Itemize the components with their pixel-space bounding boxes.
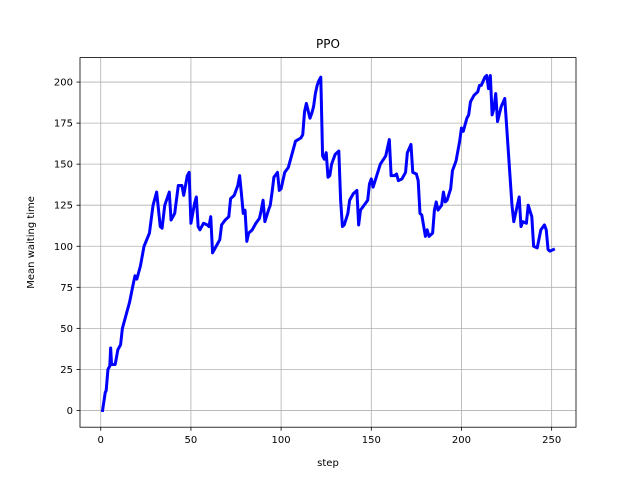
x-tick-label: 200	[452, 435, 471, 446]
y-tick-label: 200	[54, 78, 73, 89]
plot-area	[100, 74, 556, 413]
data-line	[100, 74, 556, 413]
x-tick-label: 250	[542, 435, 561, 446]
axes-frame	[79, 57, 577, 428]
y-axis-label: Mean waiting time	[26, 196, 37, 289]
chart-title: PPO	[316, 37, 340, 51]
y-tick-label: 175	[54, 119, 73, 130]
y-tick-label: 50	[60, 324, 73, 335]
y-tick-label: 125	[54, 201, 73, 212]
x-tick-label: 150	[362, 435, 381, 446]
x-tick-label: 0	[98, 435, 104, 446]
y-tick-label: 0	[67, 406, 73, 417]
y-tick-label: 75	[60, 283, 73, 294]
x-axis-label: step	[317, 458, 339, 469]
y-tick-label: 150	[54, 160, 73, 171]
x-tick-label: 50	[185, 435, 198, 446]
ticks: 0 50 100 150 200 250 0 25 50 75 100 125 150 175 200	[54, 78, 561, 447]
y-tick-label: 100	[54, 242, 73, 253]
x-tick-label: 100	[272, 435, 291, 446]
y-tick-label: 25	[60, 365, 73, 376]
